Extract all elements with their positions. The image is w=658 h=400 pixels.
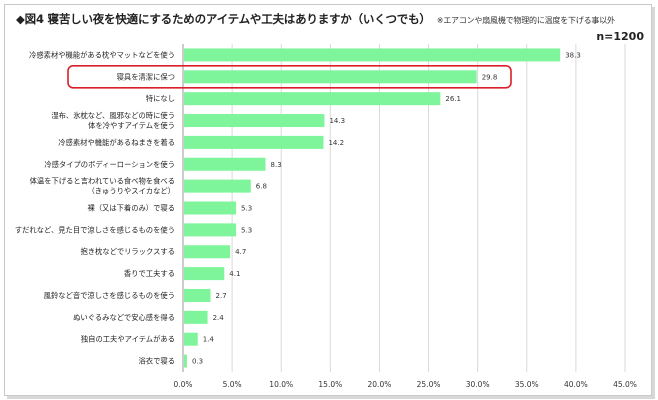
category-label: 冷感素材や機能がある枕やマットなどを使う (29, 50, 175, 59)
category-label: 体温を下げると言われている食べ物を食べる（きゅうりやスイカなど） (30, 177, 175, 196)
value-label: 4.1 (229, 270, 240, 278)
x-tick-label: 45.0% (613, 380, 637, 389)
bar (184, 288, 211, 302)
x-tick-label: 5.0% (223, 380, 242, 389)
value-label: 2.7 (216, 292, 227, 300)
chart-title-note: ※エアコンや扇風機で物理的に温度を下げる事以外 (436, 16, 615, 25)
bar (184, 310, 208, 324)
chart-frame (4, 4, 652, 396)
x-tick-label: 30.0% (466, 380, 490, 389)
bar (184, 267, 225, 281)
category-label: 冷感素材や機能があるねまきを着る (58, 138, 175, 147)
category-label: 抱き枕などでリラックスする (81, 247, 176, 256)
value-label: 29.8 (482, 73, 498, 81)
x-tick-label: 20.0% (368, 380, 392, 389)
bar (184, 157, 266, 171)
x-tick-label: 40.0% (564, 380, 588, 389)
category-label: 特になし (146, 94, 175, 103)
value-label: 38.3 (565, 51, 581, 59)
bar (184, 223, 237, 237)
value-label: 8.3 (271, 161, 282, 169)
highlight-box (67, 65, 512, 89)
value-label: 5.3 (241, 205, 252, 213)
value-label: 5.3 (241, 226, 252, 234)
x-tick-label: 10.0% (269, 380, 293, 389)
bar (184, 332, 198, 346)
x-tick-label: 0.0% (173, 380, 192, 389)
category-label: 湿布、氷枕など、風邪などの時に使う体を冷やすアイテムを使う (51, 111, 175, 130)
chart-title: ◆図4 寝苦しい夜を快適にするためのアイテムや工夫はありますか（いくつでも） ※エ… (16, 11, 615, 27)
category-label: 風鈴など音で涼しさを感じるものを使う (44, 291, 175, 300)
category-label: 独自の工夫やアイテムがある (81, 335, 175, 344)
value-label: 1.4 (203, 336, 215, 344)
category-label: すだれなど、見た目で涼しさを感じるものを使う (15, 225, 175, 234)
value-label: 6.8 (256, 183, 267, 191)
bar (184, 48, 561, 62)
bar (184, 92, 441, 106)
bar (184, 245, 231, 259)
bar (184, 354, 187, 368)
category-label: 浴衣で寝る (139, 357, 175, 366)
bar (184, 179, 251, 193)
x-tick-label: 25.0% (417, 380, 441, 389)
x-tick-label: 35.0% (515, 380, 539, 389)
category-label: 裸（又は下着のみ）で寝る (87, 204, 175, 213)
x-tick-label: 15.0% (318, 380, 342, 389)
bar (184, 201, 237, 215)
bar (184, 114, 325, 128)
value-label: 26.1 (445, 95, 461, 103)
category-label: 香りで工夫する (124, 269, 175, 278)
category-label: 冷感タイプのボディーローションを使う (44, 160, 175, 169)
value-label: 2.4 (213, 314, 225, 322)
chart-title-main: ◆図4 寝苦しい夜を快適にするためのアイテムや工夫はありますか（いくつでも） (16, 12, 431, 26)
sample-size: n=1200 (596, 30, 644, 43)
bar (184, 70, 477, 84)
value-label: 14.2 (328, 139, 344, 147)
bar (184, 135, 324, 149)
value-label: 14.3 (329, 117, 345, 125)
value-label: 0.3 (192, 358, 203, 366)
category-label: ぬいぐるみなどで安心感を得る (73, 313, 175, 322)
value-label: 4.7 (235, 248, 246, 256)
category-label: 寝具を清潔に保つ (117, 72, 175, 81)
